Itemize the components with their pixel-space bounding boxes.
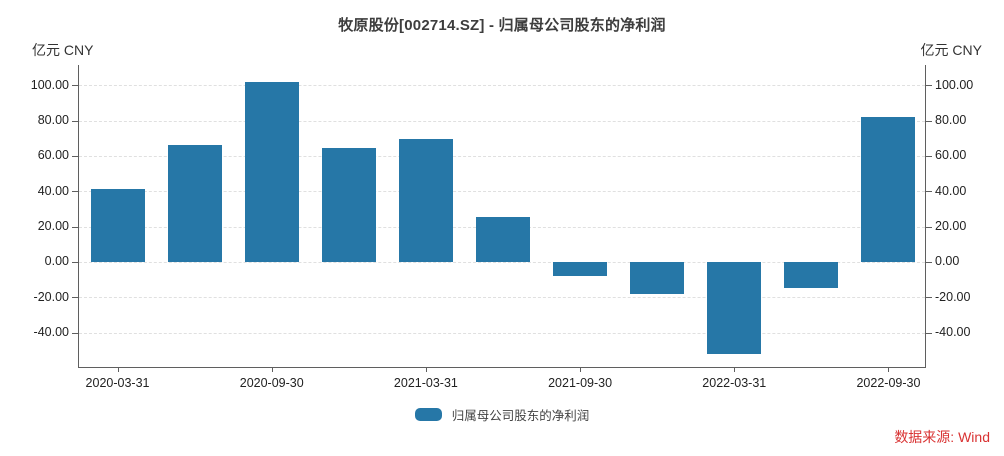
y-axis-tick-label-right: 100.00 xyxy=(935,77,974,92)
bar-2022-06-30 xyxy=(784,261,839,289)
left-axis-unit-label: 亿元 CNY xyxy=(32,42,94,58)
gridline xyxy=(79,332,925,334)
bar-2020-09-30 xyxy=(244,81,299,262)
x-axis-tick xyxy=(117,367,119,372)
y-axis-tick-label-right: -40.00 xyxy=(935,325,971,340)
y-axis-tick-left xyxy=(72,191,79,193)
x-axis-tick xyxy=(580,367,582,372)
y-axis-tick-left xyxy=(72,261,79,263)
legend[interactable]: 归属母公司股东的净利润 xyxy=(0,405,1004,424)
bar-2020-12-31 xyxy=(321,147,376,262)
y-axis-tick-right xyxy=(925,191,932,193)
bar-2021-06-30 xyxy=(476,216,530,262)
y-axis-tick-label-left: 0.00 xyxy=(44,254,69,269)
y-axis-tick-right xyxy=(925,85,932,87)
y-axis-tick-label-left: -20.00 xyxy=(33,289,69,304)
y-axis-tick-left xyxy=(72,120,79,122)
bar-2022-09-30 xyxy=(861,117,916,262)
gridline xyxy=(79,155,925,157)
gridline xyxy=(79,191,925,193)
x-axis-tick xyxy=(888,367,890,372)
x-axis-tick xyxy=(425,367,427,372)
y-axis-tick-right xyxy=(925,120,932,122)
y-axis-tick-left xyxy=(72,85,79,87)
y-axis-tick-label-left: 60.00 xyxy=(37,148,69,163)
x-axis-tick-label: 2020-03-31 xyxy=(85,376,150,390)
y-axis-tick-left xyxy=(72,226,79,228)
y-axis-tick-left xyxy=(72,332,79,334)
bar-2021-03-31 xyxy=(398,139,453,262)
y-axis-tick-label-right: -20.00 xyxy=(935,289,971,304)
bar-2021-09-30 xyxy=(553,261,608,277)
y-axis-tick-right xyxy=(925,297,932,299)
data-source-label: 数据来源: Wind xyxy=(894,429,990,445)
bar-2022-03-31 xyxy=(707,261,762,354)
y-axis-tick-label-left: -40.00 xyxy=(33,325,69,340)
y-axis-tick-label-left: 80.00 xyxy=(37,113,69,128)
x-axis-tick-label: 2022-09-30 xyxy=(856,376,921,390)
x-axis-tick-label: 2022-03-31 xyxy=(702,376,767,390)
y-axis-tick-label-left: 40.00 xyxy=(37,183,69,198)
plot-area: 100.00 100.00 80.00 80.00 60.00 60.00 40.00 40.… xyxy=(31,65,973,390)
y-axis-tick-right xyxy=(925,226,932,228)
x-axis-tick-label: 2021-03-31 xyxy=(393,376,458,390)
gridline xyxy=(79,297,925,299)
gridline xyxy=(79,85,925,87)
right-axis-unit-label: 亿元 CNY xyxy=(920,42,982,58)
y-axis-tick-right xyxy=(925,332,932,334)
y-axis-tick-label-right: 20.00 xyxy=(935,219,967,234)
y-axis-tick-left xyxy=(72,155,79,157)
x-axis-tick-label: 2021-09-30 xyxy=(548,376,613,390)
y-axis-tick-label-left: 100.00 xyxy=(30,77,69,92)
bar-2020-06-30 xyxy=(167,144,222,262)
gridline xyxy=(79,261,925,263)
y-axis-tick-right xyxy=(925,261,932,263)
y-axis-tick-right xyxy=(925,155,932,157)
x-axis-tick xyxy=(734,367,736,372)
y-axis-tick-label-left: 20.00 xyxy=(37,219,69,234)
bar-2020-03-31 xyxy=(90,189,145,262)
y-axis-tick-label-right: 60.00 xyxy=(935,148,967,163)
chart-title: 牧原股份[002714.SZ] - 归属母公司股东的净利润 xyxy=(338,17,666,34)
legend-series-label: 归属母公司股东的净利润 xyxy=(451,409,590,423)
x-axis-tick xyxy=(271,367,273,372)
y-axis-tick-label-right: 40.00 xyxy=(935,183,967,198)
gridline xyxy=(79,120,925,122)
x-axis-tick-label: 2020-09-30 xyxy=(239,376,304,390)
y-axis-tick-label-right: 0.00 xyxy=(935,254,960,269)
bar-2021-12-31 xyxy=(630,261,685,294)
y-axis-tick-label-right: 80.00 xyxy=(935,113,967,128)
y-axis-tick-left xyxy=(72,297,79,299)
legend-swatch-icon xyxy=(414,408,442,421)
